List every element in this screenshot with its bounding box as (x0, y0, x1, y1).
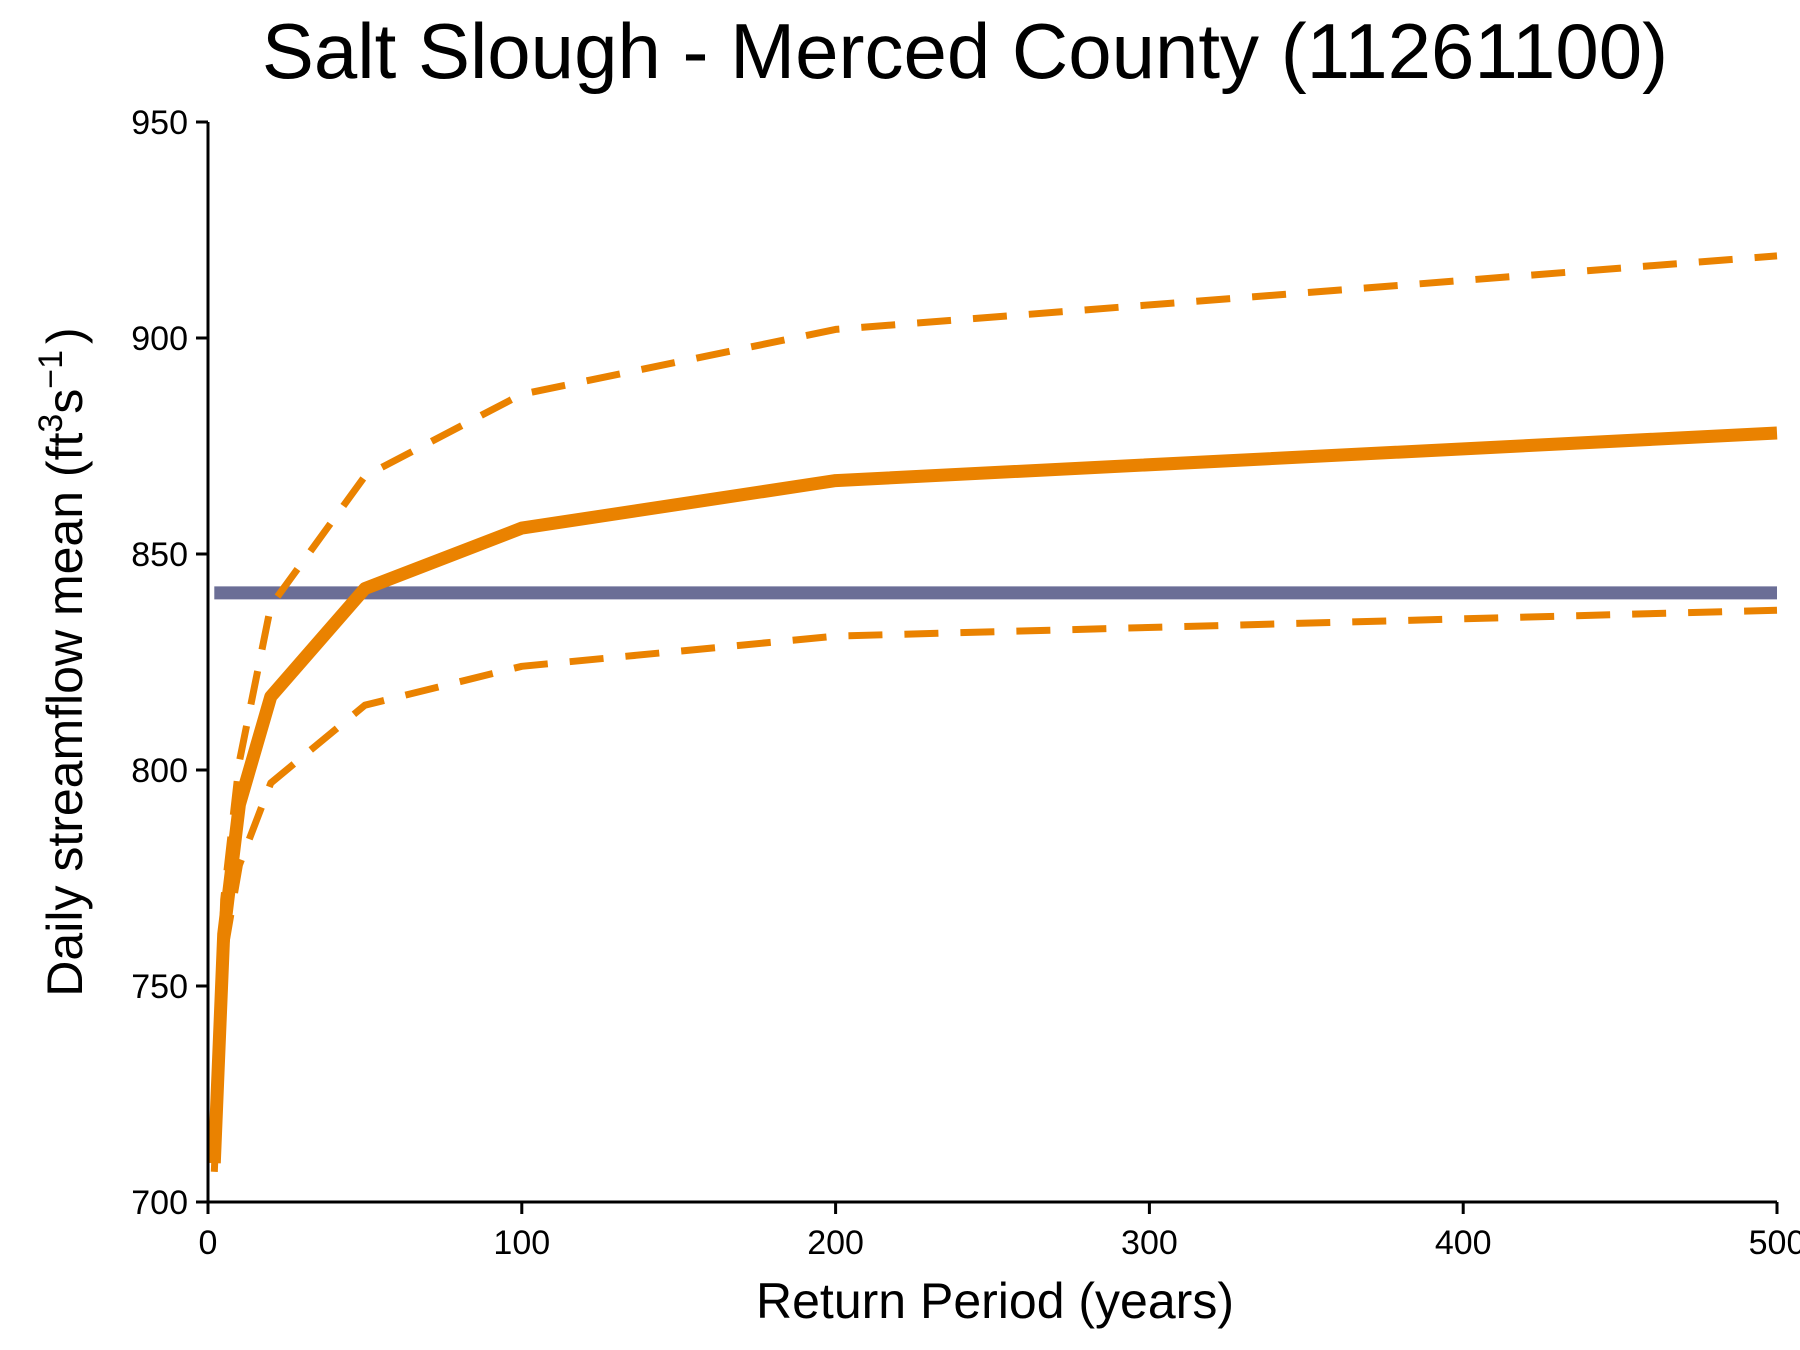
y-ticks: 700 750 800 850 900 950 (131, 104, 208, 1222)
x-tick-label: 0 (199, 1224, 218, 1262)
x-tick-label: 500 (1749, 1224, 1800, 1262)
y-tick-label: 950 (131, 104, 188, 142)
x-tick-label: 200 (807, 1224, 864, 1262)
x-ticks: 0 100 200 300 400 500 (199, 1202, 1800, 1262)
y-tick-label: 850 (131, 536, 188, 574)
y-axis-label-suffix: ) (37, 327, 93, 344)
y-tick-label: 700 (131, 1184, 188, 1222)
series-layer (207, 252, 1778, 1172)
y-axis-label-sup1: 3 (32, 414, 70, 433)
y-tick-label: 900 (131, 320, 188, 358)
series-line-lower-bound (210, 606, 1778, 1172)
y-axis-label-mid: s (37, 389, 93, 414)
x-tick-label: 100 (493, 1224, 550, 1262)
y-tick-label: 800 (131, 752, 188, 790)
x-tick-label: 400 (1435, 1224, 1492, 1262)
y-tick-label: 750 (131, 968, 188, 1006)
y-axis-label: Daily streamflow mean (ft3s−1) (32, 327, 93, 996)
series-line-estimate (207, 426, 1778, 1164)
x-tick-label: 300 (1121, 1224, 1178, 1262)
chart-title: Salt Slough - Merced County (11261100) (262, 7, 1668, 95)
x-axis-label: Return Period (years) (756, 1273, 1234, 1329)
y-axis-label-sup2: −1 (32, 350, 70, 389)
series-line-upper-bound (210, 252, 1778, 1151)
y-axis-label-prefix: Daily streamflow mean (ft (37, 433, 93, 997)
